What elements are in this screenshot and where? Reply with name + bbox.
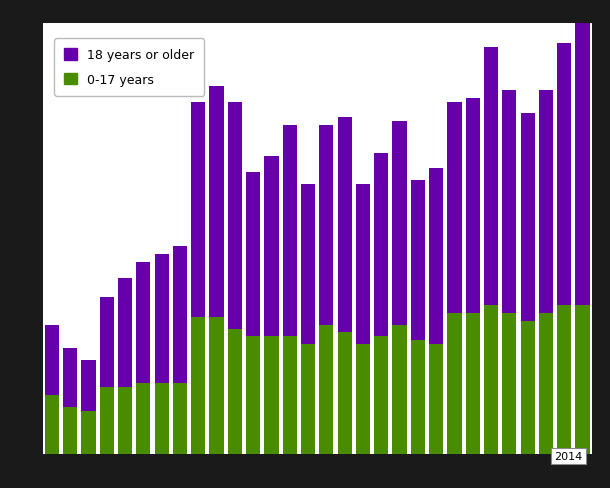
Bar	[264, 157, 279, 337]
Bar	[392, 122, 407, 325]
Bar	[429, 345, 443, 454]
Bar	[575, 24, 590, 305]
Legend: 18 years or older, 0-17 years: 18 years or older, 0-17 years	[54, 39, 204, 96]
Bar	[374, 337, 389, 454]
Bar	[118, 278, 132, 387]
Bar	[173, 247, 187, 384]
Bar	[99, 387, 114, 454]
Bar	[356, 345, 370, 454]
Bar	[557, 44, 572, 305]
Bar	[356, 184, 370, 345]
Bar	[319, 126, 334, 325]
Text: 2014: 2014	[554, 451, 583, 461]
Bar	[282, 337, 297, 454]
Bar	[411, 341, 425, 454]
Bar	[301, 184, 315, 345]
Bar	[557, 305, 572, 454]
Bar	[81, 411, 96, 454]
Bar	[539, 91, 553, 313]
Bar	[99, 298, 114, 387]
Bar	[337, 118, 352, 333]
Bar	[136, 263, 151, 384]
Bar	[337, 333, 352, 454]
Bar	[154, 255, 169, 384]
Bar	[209, 317, 224, 454]
Bar	[63, 348, 77, 407]
Bar	[246, 173, 260, 337]
Bar	[191, 317, 206, 454]
Bar	[45, 395, 59, 454]
Bar	[319, 325, 334, 454]
Bar	[191, 102, 206, 317]
Bar	[228, 102, 242, 329]
Bar	[301, 345, 315, 454]
Bar	[154, 384, 169, 454]
Bar	[575, 305, 590, 454]
Bar	[520, 321, 535, 454]
Bar	[282, 126, 297, 337]
Bar	[246, 337, 260, 454]
Bar	[228, 329, 242, 454]
Bar	[411, 181, 425, 341]
Bar	[392, 325, 407, 454]
Bar	[264, 337, 279, 454]
Bar	[465, 313, 480, 454]
Bar	[45, 325, 59, 395]
Bar	[447, 102, 462, 313]
Bar	[465, 99, 480, 313]
Bar	[173, 384, 187, 454]
Bar	[81, 360, 96, 411]
Bar	[447, 313, 462, 454]
Bar	[502, 91, 517, 313]
Bar	[520, 114, 535, 321]
Bar	[484, 305, 498, 454]
Bar	[502, 313, 517, 454]
Bar	[136, 384, 151, 454]
Bar	[118, 387, 132, 454]
Bar	[539, 313, 553, 454]
Bar	[429, 169, 443, 345]
Bar	[374, 153, 389, 337]
Bar	[209, 87, 224, 317]
Bar	[484, 48, 498, 305]
Bar	[63, 407, 77, 454]
